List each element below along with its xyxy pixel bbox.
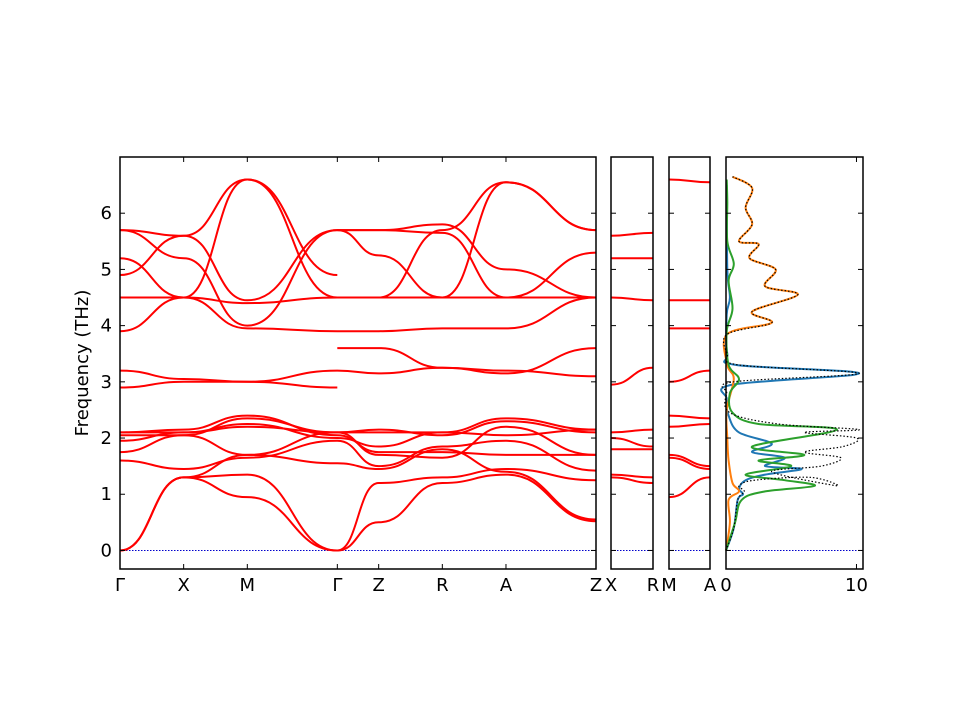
y-tick-label: 3 [101,372,112,393]
band-line-main-2 [119,467,597,552]
q-point-label: M [240,575,256,596]
q-point-label: Γ [115,575,125,596]
dos-curve-0 [721,176,860,551]
band-line-main-15 [119,178,338,299]
band-line-m-a-1 [668,456,711,470]
plot-frames-layer [119,156,864,570]
y-tick-label: 1 [101,484,112,505]
band-line-x-r-0 [610,476,654,484]
band-line-x-r-4 [610,428,654,434]
dos-curve-2 [722,175,799,551]
band-line-x-r-8 [610,231,654,237]
band-line-m-a-5 [668,369,711,383]
dos-x-tick-label: 10 [845,575,868,596]
y-tick-label: 4 [101,316,112,337]
band-line-x-r-6 [610,296,654,302]
y-axis-label: Frequency (THz) [72,290,93,437]
band-line-main-9 [119,380,338,389]
dos-curve-1 [720,185,861,551]
q-point-label: Z [590,575,602,596]
dos-panel-frame [725,156,864,570]
y-tick-label: 6 [101,203,112,224]
band-line-main-1 [119,473,597,552]
y-tick-label: 2 [101,428,112,449]
band-line-m-a-8 [668,178,711,184]
band-line-main-18 [337,223,597,299]
band-panel-frame-main [119,156,597,570]
band-line-main-11 [337,347,597,375]
q-point-label: X [605,575,617,596]
band-line-main-12 [119,296,597,333]
dos-curve-3 [725,179,838,551]
y-tick-label: 5 [101,259,112,280]
band-line-m-a-4 [668,414,711,420]
q-point-label: R [436,575,449,596]
band-line-main-5 [119,417,597,437]
band-line-m-a-2 [668,453,711,468]
band-line-x-r-1 [610,473,654,479]
band-line-main-10 [119,366,597,383]
band-line-x-r-5 [610,366,654,386]
band-line-main-3 [119,439,597,472]
band-line-main-17 [119,181,597,327]
band-line-main-8 [119,422,597,448]
q-point-label: R [647,575,660,596]
dos-x-tick-label: 0 [720,575,731,596]
q-point-label: A [704,575,717,596]
band-panel-frame-m-a [668,156,711,570]
q-point-label: Z [372,575,384,596]
q-point-label: Γ [332,575,342,596]
plot-data-layer [119,175,863,552]
band-line-main-16 [119,178,597,299]
q-point-label: X [177,575,189,596]
band-line-x-r-3 [610,437,654,448]
band-line-m-a-0 [668,476,711,499]
q-point-label: A [500,575,513,596]
q-point-label: M [661,575,677,596]
band-line-m-a-3 [668,423,711,428]
band-panel-frame-x-r [610,156,654,570]
y-tick-label: 0 [101,540,112,561]
band-line-main-14 [119,229,597,302]
